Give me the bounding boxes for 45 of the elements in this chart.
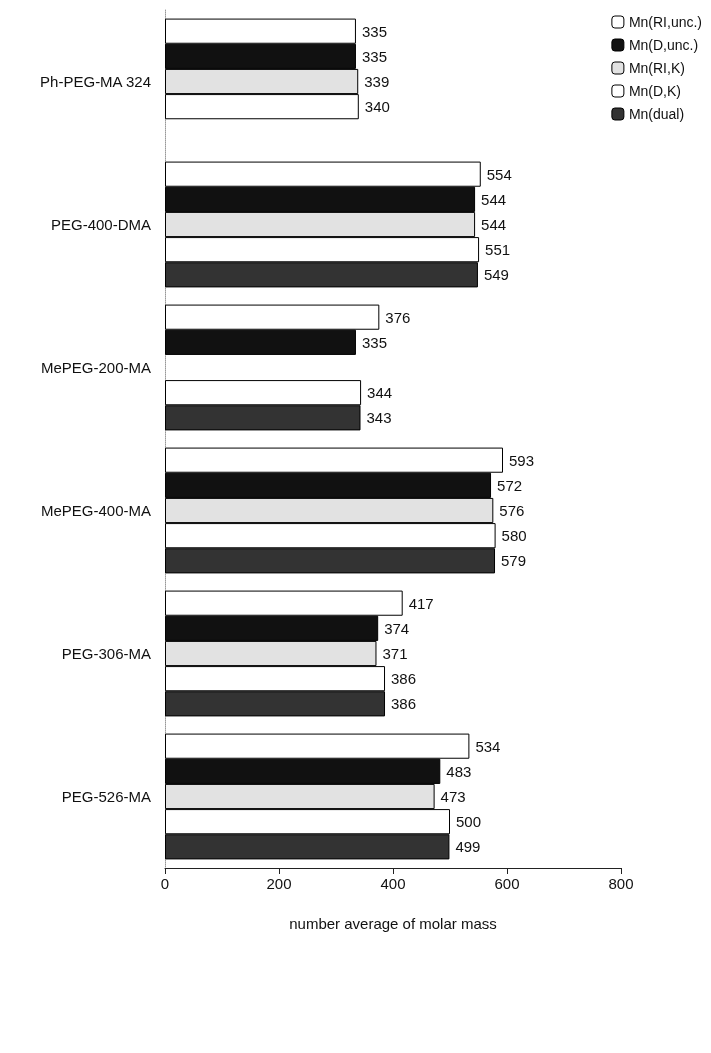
y-tick-label: MePEG-400-MA	[40, 502, 151, 519]
data-label: 335	[361, 333, 387, 351]
legend-label: Mn(RI,K)	[628, 60, 685, 76]
legend-label: Mn(D,unc.)	[628, 37, 699, 53]
data-label: 576	[499, 502, 525, 519]
y-tick-label: Ph-PEG-MA 324	[40, 73, 151, 90]
data-label: 386	[391, 670, 417, 688]
data-label: 593	[509, 451, 535, 469]
data-label: 335	[361, 47, 387, 65]
data-label: 374	[384, 619, 410, 637]
data-label: 343	[366, 409, 392, 427]
x-tick-label: 200	[266, 875, 292, 892]
x-tick-label: 600	[494, 875, 520, 892]
data-label: 554	[486, 165, 512, 183]
data-label: 371	[382, 645, 408, 662]
y-tick-label: PEG-400-DMA	[50, 216, 151, 233]
y-tick-label: PEG-306-MA	[61, 645, 151, 662]
data-label: 580	[501, 527, 527, 545]
legend-label: Mn(dual)	[628, 106, 685, 122]
data-label: 340	[364, 98, 390, 116]
data-label: 549	[483, 266, 509, 284]
x-axis-title: number average of molar mass	[289, 915, 497, 932]
data-label: 386	[391, 695, 417, 713]
data-label: 335	[361, 22, 387, 40]
y-tick-label: MePEG-200-MA	[40, 359, 151, 376]
data-label: 339	[364, 73, 390, 90]
x-tick-label: 400	[380, 875, 406, 892]
legend-label: Mn(D,K)	[628, 83, 681, 99]
data-label: 344	[367, 384, 393, 402]
data-label: 499	[455, 838, 481, 856]
data-label: 417	[408, 594, 434, 612]
data-label: 544	[481, 216, 507, 233]
y-tick-label: PEG-526-MA	[61, 788, 151, 805]
legend-label: Mn(RI,unc.)	[628, 14, 702, 30]
data-label: 473	[440, 788, 466, 805]
data-label: 579	[501, 552, 527, 570]
x-tick-label: 800	[608, 875, 634, 892]
data-label: 544	[481, 190, 507, 208]
data-label: 376	[385, 308, 411, 326]
data-label: 572	[497, 476, 523, 494]
data-label: 483	[446, 762, 472, 780]
data-label: 534	[475, 737, 501, 755]
x-tick-label: 0	[160, 875, 170, 892]
data-label: 551	[485, 241, 511, 259]
data-label: 500	[456, 813, 482, 831]
